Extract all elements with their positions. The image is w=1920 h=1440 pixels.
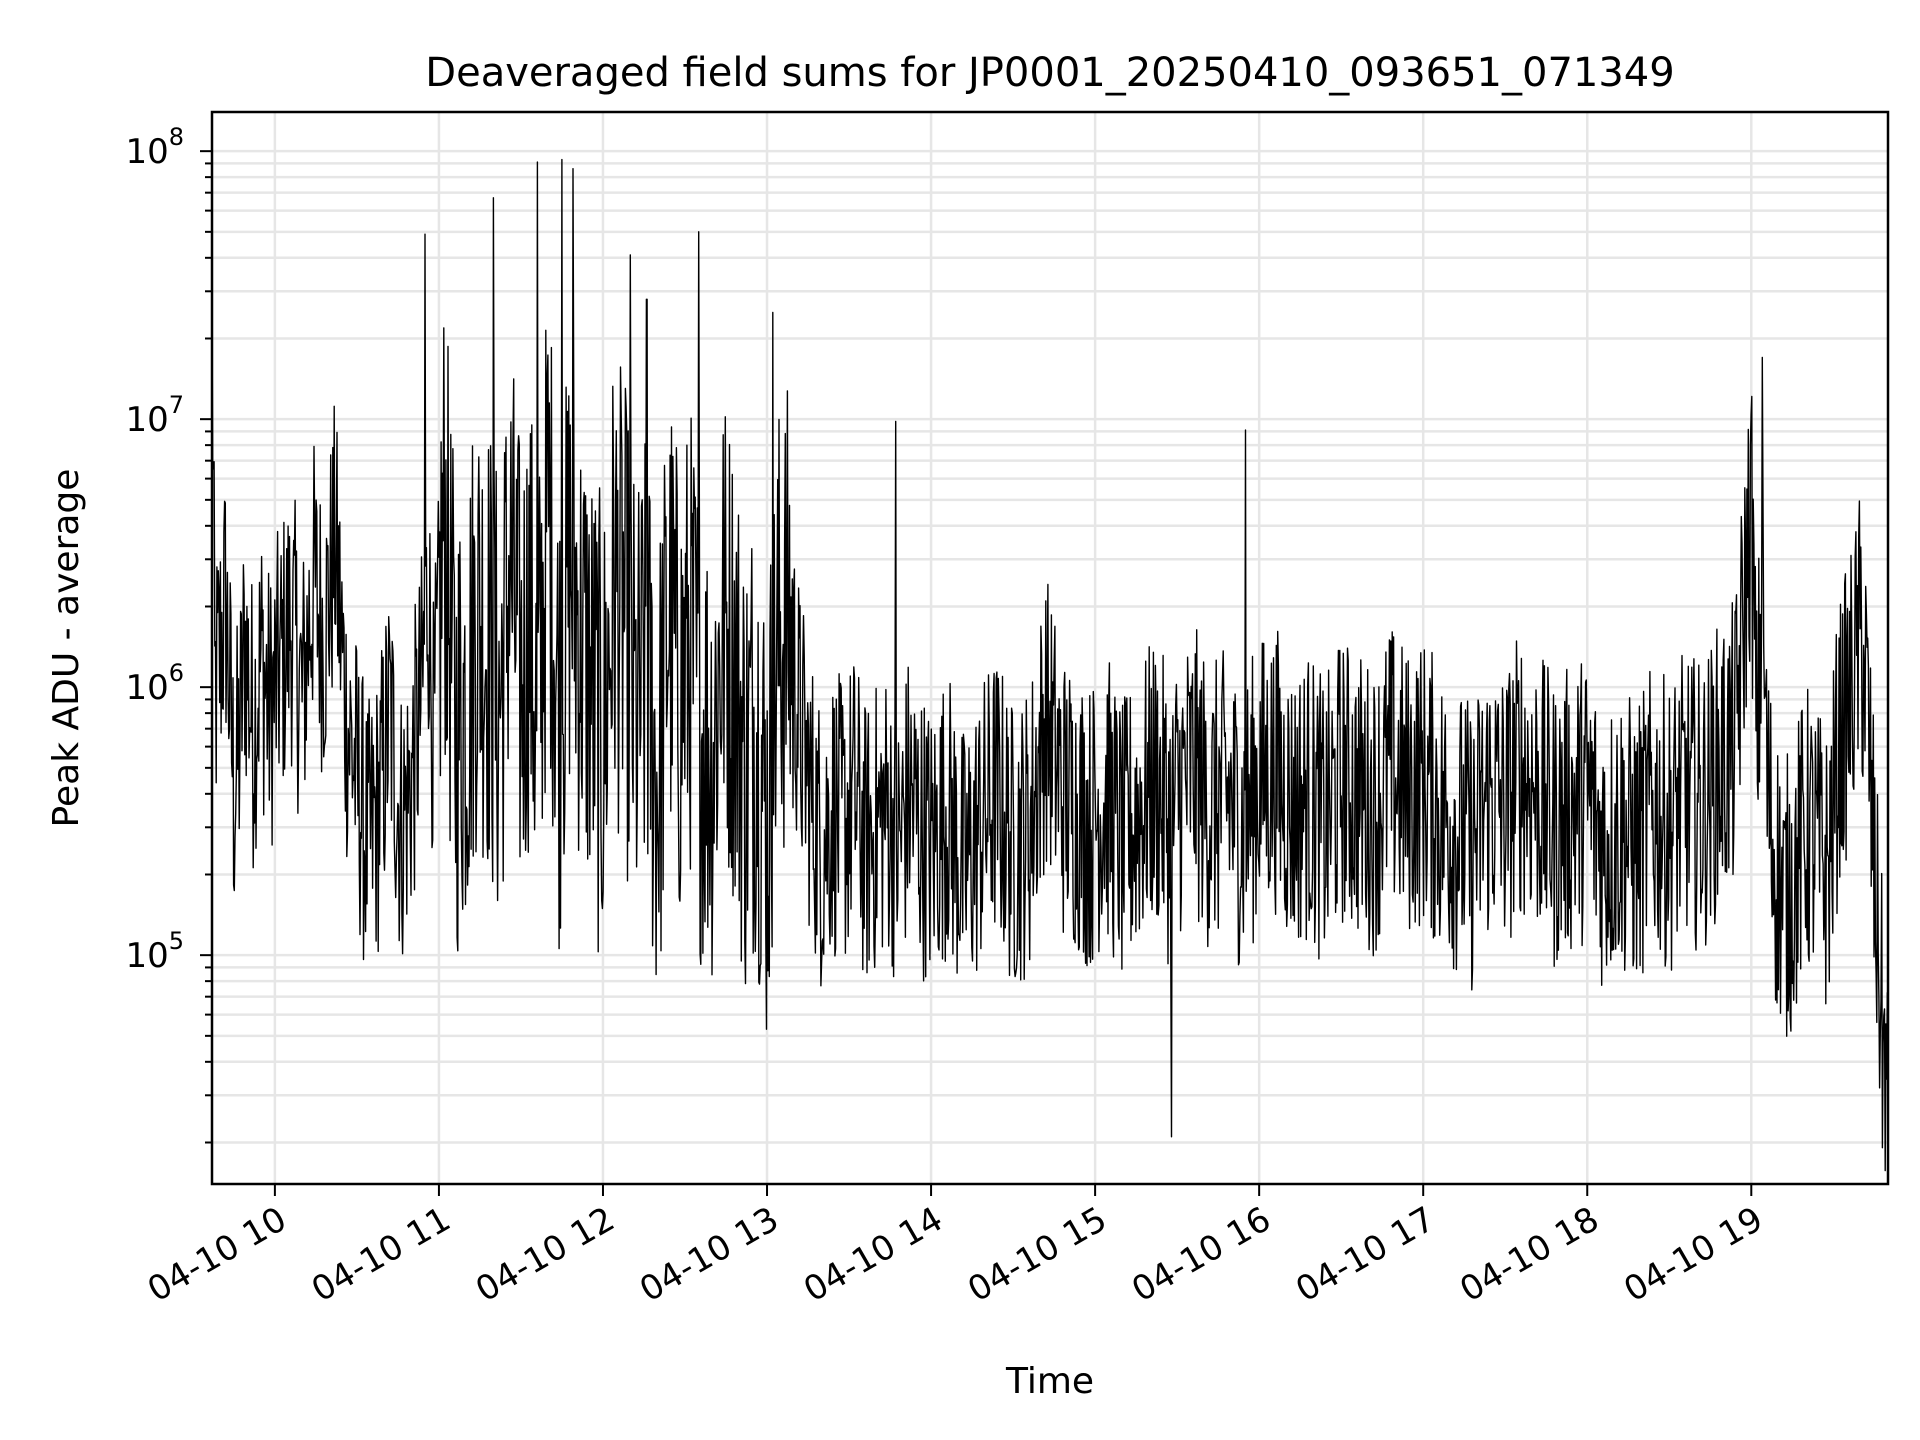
series-line [211,158,1889,1172]
chart-title: Deaveraged field sums for JP0001_2025041… [425,50,1674,96]
plot-frame [210,110,1890,1186]
x-axis-label: Time [1005,1361,1094,1402]
y-axis-label: Peak ADU - average [46,469,87,828]
